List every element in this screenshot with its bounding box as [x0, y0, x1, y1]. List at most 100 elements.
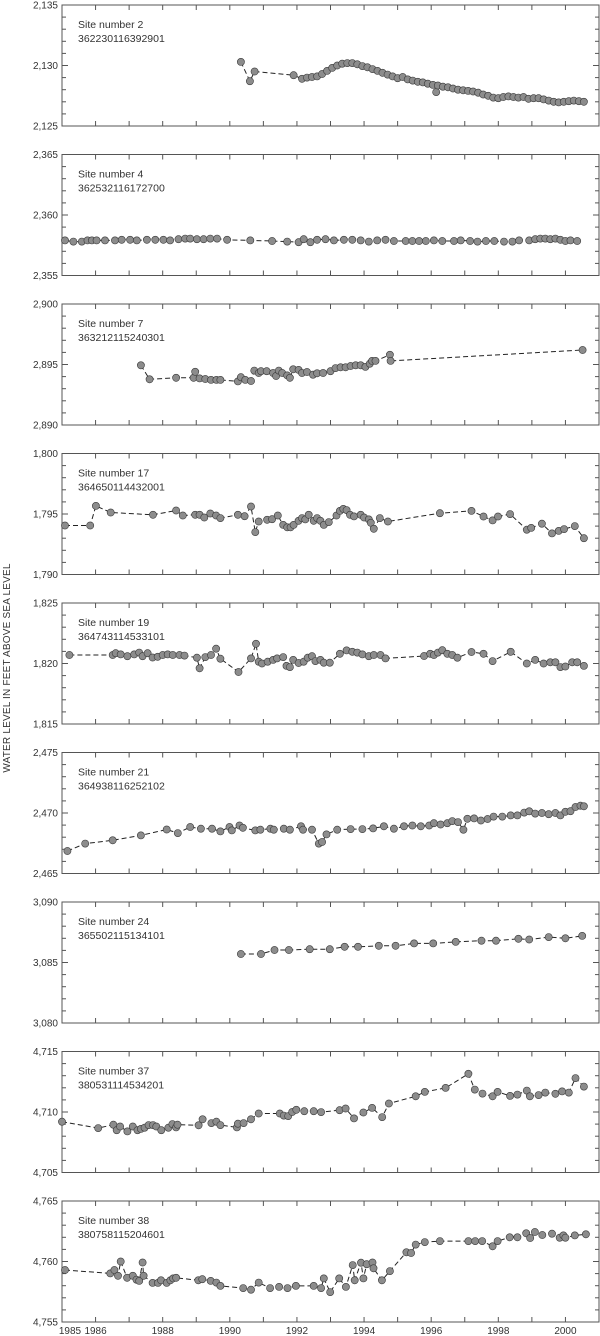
data-point — [216, 654, 225, 663]
data-point — [467, 506, 476, 515]
data-point — [578, 932, 587, 940]
data-point — [385, 1267, 394, 1275]
data-point — [471, 1237, 480, 1245]
data-point — [132, 236, 141, 245]
data-point — [401, 237, 410, 245]
data-point — [548, 1229, 556, 1238]
data-point — [386, 356, 395, 365]
data-point — [239, 1119, 248, 1127]
data-point — [492, 936, 500, 945]
site-id-label: 362532116172700 — [78, 183, 165, 195]
data-point — [580, 802, 588, 811]
data-point — [566, 236, 575, 245]
data-point — [548, 529, 556, 538]
data-point — [166, 236, 174, 245]
panel-site-3: 2,900 2,895 2,890 Site number 7 363212115240… — [33, 300, 600, 432]
data-point — [515, 236, 523, 245]
x-tick-label: 1994 — [353, 1326, 376, 1336]
data-point — [247, 502, 255, 511]
y-tick-label: 1,825 — [33, 599, 58, 610]
data-point — [257, 950, 265, 958]
data-point — [254, 517, 263, 526]
data-point — [531, 656, 540, 664]
data-point — [173, 1120, 182, 1129]
data-point — [429, 819, 438, 828]
data-point — [283, 1284, 292, 1292]
data-point — [335, 1274, 344, 1283]
data-point — [348, 235, 357, 244]
data-point — [544, 933, 553, 941]
y-tick-label: 2,470 — [33, 809, 58, 820]
data-point — [279, 653, 288, 661]
data-point — [411, 1092, 420, 1101]
data-point — [313, 235, 321, 244]
data-point — [346, 825, 355, 833]
data-point — [513, 1090, 522, 1099]
data-point — [466, 237, 474, 245]
data-point — [415, 237, 423, 245]
site-number-label: Site number 2 — [78, 19, 144, 31]
data-point — [238, 823, 247, 832]
series-line — [69, 643, 585, 673]
data-point — [212, 644, 220, 653]
data-point — [534, 1091, 543, 1099]
y-tick-label: 1,790 — [33, 570, 58, 581]
data-point — [508, 237, 517, 246]
data-point — [384, 1099, 393, 1108]
data-point — [339, 235, 348, 244]
data-point — [285, 825, 294, 834]
data-point — [476, 816, 485, 825]
data-point — [116, 1257, 125, 1266]
data-point — [429, 939, 438, 948]
panel-site-8: 4,715 4,710 4,705 Site number 37 38053111453… — [33, 1047, 600, 1179]
panel-site-6: 2,475 2,470 2,465 Site number 21 36493811625… — [33, 748, 600, 880]
data-point — [92, 236, 101, 245]
data-point — [216, 1282, 225, 1290]
data-point — [227, 826, 236, 835]
panel-site-2: 2,365 2,360 2,355 Site number 4 362532116172… — [33, 150, 600, 282]
data-point — [369, 524, 378, 533]
data-point — [561, 1233, 570, 1242]
y-axis-label: WATER LEVEL IN FEET ABOVE SEA LEVEL — [2, 563, 13, 773]
y-tick-label: 2,130 — [33, 61, 58, 72]
y-tick-label: 4,715 — [33, 1047, 58, 1058]
data-point — [317, 1108, 325, 1116]
data-point — [138, 1258, 147, 1267]
data-point — [174, 235, 183, 244]
data-point — [522, 659, 531, 668]
y-tick-label: 2,895 — [33, 360, 58, 371]
data-point — [383, 517, 392, 526]
x-tick-label: 1998 — [487, 1326, 510, 1336]
data-point — [333, 825, 342, 834]
data-point — [117, 235, 126, 244]
data-point — [135, 1277, 144, 1285]
data-point — [191, 367, 200, 376]
data-point — [216, 827, 225, 836]
data-point — [494, 512, 502, 521]
data-point — [350, 1114, 358, 1123]
data-point — [173, 829, 182, 837]
data-point — [268, 515, 276, 524]
data-point — [564, 1088, 573, 1097]
panel-site-4: 1,800 1,795 1,790 Site number 17 36465011443… — [33, 449, 600, 581]
data-point — [216, 514, 225, 522]
data-point — [489, 812, 498, 821]
data-point — [270, 946, 279, 954]
data-point — [570, 1231, 579, 1240]
data-point — [526, 1234, 535, 1242]
data-point — [145, 375, 154, 384]
y-tick-label: 3,085 — [33, 958, 58, 969]
data-point — [139, 1271, 148, 1280]
panel-site-1: 2,135 2,130 2,125 Site number 2 362230116392… — [33, 1, 600, 133]
data-point — [506, 647, 515, 656]
data-point — [354, 942, 362, 951]
data-point — [178, 511, 187, 520]
data-point — [389, 824, 398, 833]
data-point — [391, 941, 400, 950]
data-point — [186, 234, 195, 243]
y-tick-label: 1,800 — [33, 449, 58, 460]
data-point — [251, 528, 260, 536]
data-point — [580, 1082, 588, 1091]
data-point — [378, 1113, 387, 1121]
data-point — [544, 810, 553, 819]
